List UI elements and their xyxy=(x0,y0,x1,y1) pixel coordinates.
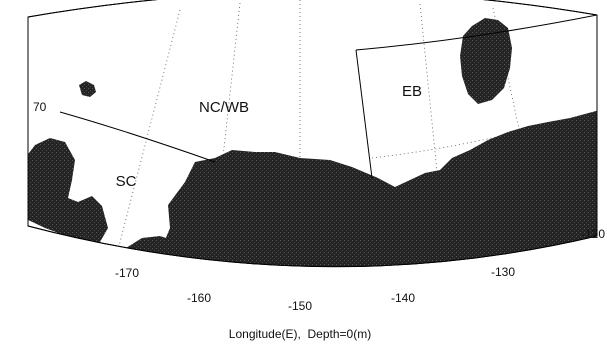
boundary-sc-ncwb xyxy=(59,111,216,163)
region-boundaries xyxy=(59,14,597,179)
region-label-ncwb: NC/WB xyxy=(199,99,249,116)
land-alaska xyxy=(118,110,597,267)
lat-tick-70: 70 xyxy=(33,100,47,114)
region-label-sc: SC xyxy=(116,173,137,190)
land-wrangel-island xyxy=(79,81,96,97)
lon-tick-160: -160 xyxy=(187,291,211,305)
land-banks-island xyxy=(460,18,512,104)
lon-tick-170: -170 xyxy=(115,266,139,280)
lon-tick-130: -130 xyxy=(491,265,515,279)
land-chukotka xyxy=(28,138,108,242)
boundary-eb-north xyxy=(355,14,597,51)
map-outline xyxy=(27,0,598,268)
region-label-eb: EB xyxy=(402,83,422,100)
lon-tick-140: -140 xyxy=(391,291,415,305)
parallel-gridline xyxy=(371,134,506,159)
lon-tick-120: -120 xyxy=(581,227,605,241)
boundary-eb-west xyxy=(355,49,373,179)
x-axis-label: Longitude(E), Depth=0(m) xyxy=(229,327,371,341)
land-masses xyxy=(28,18,597,267)
lon-tick-150: -150 xyxy=(288,299,312,313)
